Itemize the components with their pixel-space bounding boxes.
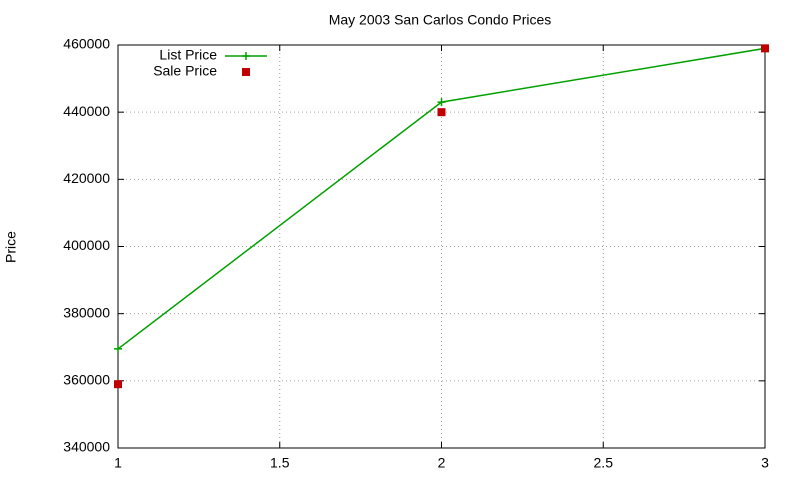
marker: [761, 44, 769, 53]
plot-frame: [117, 44, 766, 449]
y-tick-label: 460000: [63, 36, 110, 52]
marker: [437, 108, 446, 117]
marker: [437, 98, 446, 107]
y-axis-label: Price: [3, 231, 19, 263]
y-tick-label: 360000: [63, 372, 110, 388]
y-tick-label: 400000: [63, 237, 110, 253]
y-tick-label: 420000: [63, 170, 110, 186]
x-tick-label: 2.5: [594, 455, 614, 471]
y-tick-label: 380000: [63, 304, 110, 320]
chart-title: May 2003 San Carlos Condo Prices: [329, 12, 552, 28]
marker: [114, 380, 122, 389]
legend-label: List Price: [159, 47, 217, 63]
x-tick-label: 2: [438, 455, 446, 471]
marker: [242, 68, 250, 76]
x-tick-label: 3: [761, 455, 769, 471]
legend-label: Sale Price: [153, 63, 217, 79]
y-tick-label: 440000: [63, 103, 110, 119]
y-tick-label: 340000: [63, 439, 110, 455]
marker: [242, 52, 250, 60]
marker: [114, 344, 122, 353]
x-tick-label: 1: [114, 455, 122, 471]
x-tick-label: 1.5: [270, 455, 290, 471]
